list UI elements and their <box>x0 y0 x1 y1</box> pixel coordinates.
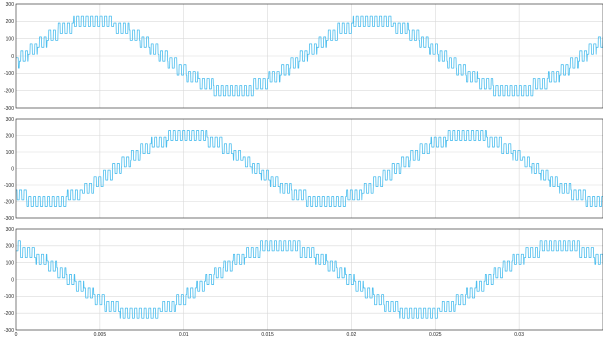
y-tick-label: -300 <box>4 106 14 112</box>
y-tick-label: -300 <box>4 328 14 334</box>
y-tick-label: 0 <box>11 277 14 283</box>
y-tick-label: -200 <box>4 88 14 94</box>
y-tick-label: 0 <box>11 54 14 60</box>
y-tick-label: -100 <box>4 294 14 300</box>
y-tick-label: 100 <box>6 36 15 42</box>
x-tick-label: 0.03 <box>514 332 524 338</box>
x-tick-label: 0.025 <box>429 332 442 338</box>
waveform-series-1 <box>15 15 603 97</box>
chart-panel-2: 300 200 100 0 -100 -200 -300 <box>4 117 603 222</box>
y-tick-label: 100 <box>6 260 15 266</box>
x-tick-label: 0 <box>15 332 18 338</box>
y-tick-label: -100 <box>4 183 14 189</box>
x-tick-label: 0.005 <box>94 332 107 338</box>
x-tick-label: 0.015 <box>261 332 274 338</box>
y-tick-label: -300 <box>4 216 14 222</box>
y-tick-label: 200 <box>6 244 15 250</box>
plot-frame <box>15 118 603 219</box>
x-tick-label: 0.01 <box>179 332 189 338</box>
x-tick-label: 0.02 <box>347 332 357 338</box>
waveform-series-1 <box>15 240 603 319</box>
waveform-series-1 <box>15 130 603 207</box>
y-tick-label: -200 <box>4 199 14 205</box>
y-tick-label: 100 <box>6 150 15 156</box>
y-tick-label: -200 <box>4 311 14 317</box>
y-tick-label: 200 <box>6 133 15 139</box>
y-tick-label: 0 <box>11 166 14 172</box>
plot-frame <box>15 228 603 331</box>
y-tick-label: -100 <box>4 71 14 77</box>
chart-panel-1: 300 200 100 0 -100 -200 -300 <box>4 2 603 112</box>
y-tick-label: 300 <box>6 117 15 123</box>
y-tick-label: 200 <box>6 19 15 25</box>
y-tick-label: 300 <box>6 227 15 233</box>
y-tick-label: 300 <box>6 2 15 8</box>
plot-frame <box>15 3 603 109</box>
